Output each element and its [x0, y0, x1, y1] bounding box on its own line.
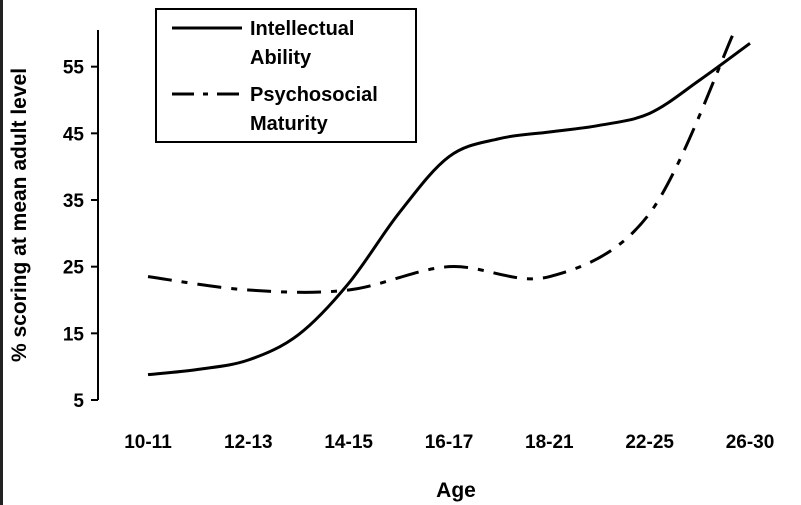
- y-axis-title: % scoring at mean adult level: [8, 68, 31, 362]
- series-line-intellectual-ability: [147, 42, 751, 377]
- legend: Intellectual Ability Psychosocial Maturi…: [155, 8, 417, 143]
- y-tick-label: 35: [63, 191, 85, 212]
- series-line-psychosocial-maturity: [147, 29, 737, 294]
- y-tick-label: 25: [63, 258, 85, 279]
- y-tick-label: 55: [63, 58, 85, 79]
- x-tick-label: 12-13: [224, 432, 273, 453]
- y-tick-label: 15: [63, 324, 85, 345]
- legend-label-psychosocial-line2: Maturity: [250, 113, 329, 135]
- x-tick-label: 18-21: [525, 432, 574, 453]
- x-tick-label: 14-15: [324, 432, 373, 453]
- x-axis-title: Age: [436, 479, 476, 502]
- image-left-border: [0, 0, 3, 505]
- x-tick-label: 16-17: [425, 432, 474, 453]
- series-lines: [147, 29, 751, 377]
- legend-box: [155, 8, 417, 143]
- legend-label-intellectual-line2: Ability: [250, 47, 312, 69]
- axes: 5 15 25 35 45 55 10-11 12-13 14-15 16-17 18-21 22-…: [63, 30, 774, 453]
- legend-label-psychosocial-line1: Psychosocial: [250, 84, 378, 106]
- legend-label-intellectual-line1: Intellectual: [250, 18, 354, 40]
- x-tick-label: 10-11: [124, 432, 172, 453]
- x-tick-labels: 10-11 12-13 14-15 16-17 18-21 22-25 26-30: [124, 432, 774, 453]
- x-tick-label: 22-25: [625, 432, 674, 453]
- y-tick-label: 45: [63, 124, 85, 145]
- y-tick-label: 5: [73, 391, 84, 412]
- y-ticks: 5 15 25 35 45 55: [63, 58, 98, 412]
- x-tick-label: 26-30: [726, 432, 775, 453]
